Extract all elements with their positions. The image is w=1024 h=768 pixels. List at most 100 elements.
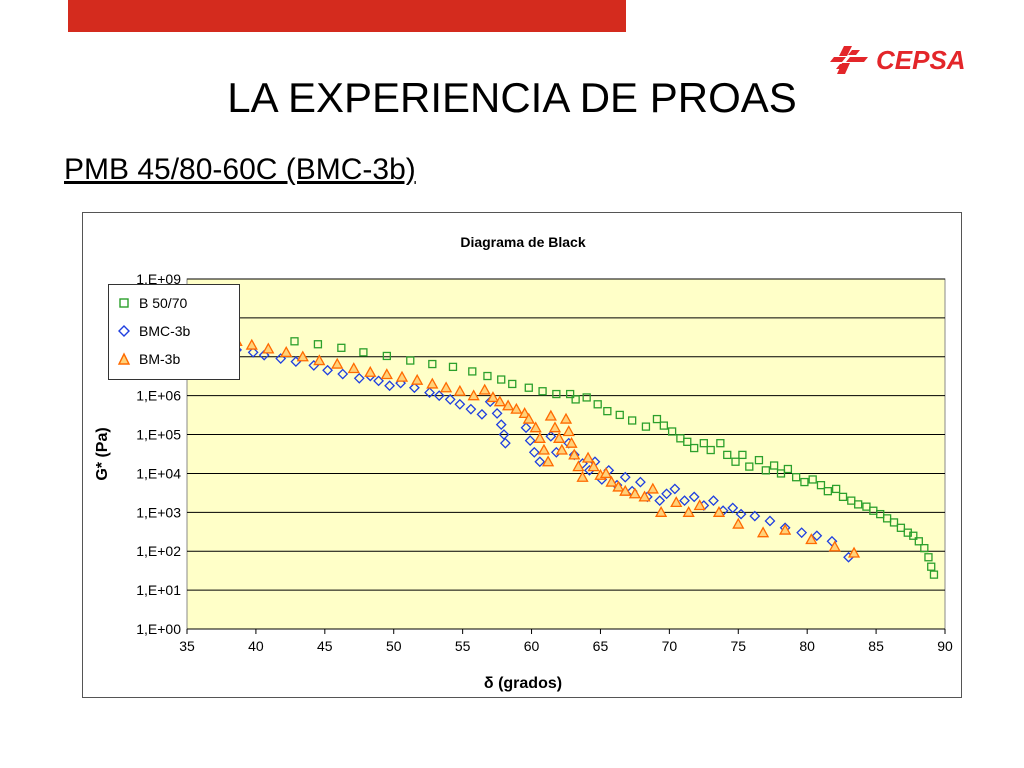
data-point-series-2-28 [548, 421, 562, 433]
data-point-series-0-19 [603, 406, 612, 416]
data-point-series-2-13 [439, 381, 453, 393]
x-tick-label-3: 50 [386, 638, 402, 654]
data-point-series-2-44 [628, 487, 642, 499]
data-point-series-0-44 [816, 481, 826, 490]
data-points [230, 334, 939, 579]
data-point-series-0-13 [538, 387, 547, 396]
data-point-series-1-39 [619, 471, 631, 483]
x-tick-label-7: 70 [662, 638, 678, 654]
data-point-series-1-2 [258, 349, 270, 361]
data-point-series-1-7 [337, 368, 349, 380]
data-point-series-0-43 [808, 475, 817, 484]
series-0 [290, 337, 939, 579]
cepsa-logo-text: CEPSA [876, 45, 966, 75]
data-point-series-1-46 [679, 495, 690, 507]
data-point-series-0-5 [406, 356, 415, 365]
data-point-series-1-23 [498, 429, 510, 440]
data-point-series-2-40 [599, 467, 613, 479]
y-tick-label-3: 1,E+03 [136, 504, 181, 520]
data-point-series-2-50 [693, 499, 706, 511]
data-point-series-2-7 [347, 362, 360, 374]
data-point-series-2-42 [612, 480, 625, 492]
data-point-series-2-49 [682, 505, 695, 517]
x-tick-label-4: 55 [455, 638, 471, 654]
x-tick-label-11: 90 [937, 638, 953, 654]
chart-title: Diagrama de Black [460, 234, 585, 250]
data-point-series-2-6 [331, 357, 344, 369]
data-point-series-0-15 [565, 389, 575, 399]
data-point-series-0-12 [524, 383, 533, 392]
x-tick-labels: 35 40 45 50 55 60 65 70 75 80 85 90 [179, 629, 953, 654]
data-point-series-2-35 [572, 460, 585, 472]
data-point-series-0-25 [667, 427, 677, 436]
data-point-series-0-49 [854, 500, 863, 509]
data-point-series-0-42 [800, 477, 809, 487]
legend-label-b5070: B 50/70 [139, 295, 188, 311]
data-point-series-0-57 [909, 531, 918, 540]
data-point-series-1-43 [654, 495, 666, 507]
y-tick-label-1: 1,E+01 [136, 582, 181, 598]
data-point-series-0-29 [699, 439, 708, 448]
data-point-series-1-56 [796, 527, 808, 539]
data-point-series-0-33 [731, 457, 740, 466]
x-tick-label-1: 40 [248, 638, 264, 654]
data-point-series-2-25 [537, 443, 551, 455]
triangle-marker-icon [117, 352, 131, 365]
data-point-series-0-16 [571, 395, 580, 404]
legend-item-bmc3b: BMC-3b [118, 323, 191, 339]
data-point-series-2-54 [779, 523, 792, 535]
data-point-series-2-20 [510, 402, 523, 414]
data-point-series-1-1 [247, 346, 259, 358]
x-tick-label-9: 80 [799, 638, 815, 654]
data-point-series-1-53 [749, 510, 761, 522]
data-point-series-0-60 [924, 553, 933, 562]
data-point-series-2-10 [395, 370, 409, 382]
data-point-series-1-47 [688, 491, 700, 503]
data-point-series-2-45 [638, 490, 651, 502]
data-point-series-1-17 [454, 398, 466, 410]
data-point-series-1-45 [669, 483, 681, 495]
data-point-series-2-57 [847, 546, 861, 558]
data-point-series-2-53 [756, 526, 770, 538]
data-point-series-1-6 [322, 364, 333, 376]
data-point-series-1-41 [635, 476, 646, 488]
data-point-series-0-31 [716, 439, 725, 448]
data-point-series-2-9 [380, 368, 393, 380]
data-point-series-2-37 [581, 451, 595, 463]
data-point-series-1-10 [373, 375, 384, 387]
data-point-series-0-55 [896, 523, 906, 532]
data-point-series-0-14 [552, 389, 561, 399]
y-tick-label-9: 1,E+09 [136, 271, 181, 287]
data-point-series-2-15 [467, 389, 480, 401]
data-point-series-0-35 [745, 462, 754, 471]
data-point-series-0-47 [838, 492, 848, 502]
data-point-series-0-23 [652, 414, 662, 424]
data-point-series-2-51 [712, 505, 726, 517]
data-point-series-2-33 [565, 436, 578, 448]
data-point-series-0-1 [313, 340, 323, 349]
data-point-series-2-3 [280, 346, 293, 357]
data-point-series-1-16 [444, 394, 456, 405]
cepsa-logo: CEPSA [828, 38, 988, 82]
data-point-series-2-8 [364, 365, 377, 377]
legend-label-bm3b: BM-3b [139, 351, 181, 367]
series-2 [230, 334, 861, 558]
x-tick-label-2: 45 [317, 638, 333, 654]
data-point-series-2-17 [486, 391, 500, 403]
data-point-series-0-10 [497, 375, 506, 384]
data-point-series-1-14 [424, 387, 435, 399]
x-tick-label-5: 60 [524, 638, 540, 654]
data-point-series-1-25 [520, 422, 532, 434]
data-point-series-2-34 [568, 448, 581, 460]
legend-label-bmc3b: BMC-3b [139, 323, 191, 339]
data-point-series-2-24 [533, 431, 546, 443]
data-point-series-1-19 [476, 408, 488, 420]
data-point-series-2-41 [605, 475, 618, 487]
data-point-series-0-9 [483, 371, 492, 381]
x-axis-label: δ (grados) [484, 675, 562, 692]
data-point-series-2-21 [518, 407, 531, 419]
data-point-series-1-13 [408, 382, 420, 394]
data-point-series-1-54 [764, 515, 776, 527]
data-point-series-0-24 [659, 421, 669, 430]
data-point-series-0-34 [738, 450, 747, 460]
